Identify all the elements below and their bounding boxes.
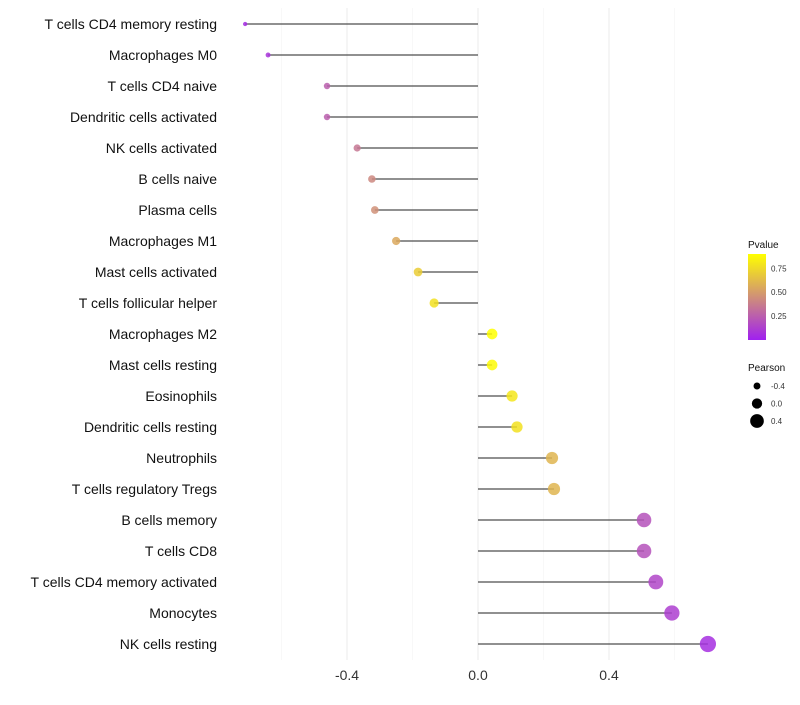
lollipop-point bbox=[636, 512, 652, 528]
y-tick-label: Eosinophils bbox=[145, 388, 217, 404]
lollipop-point bbox=[664, 605, 680, 621]
y-tick-label: NK cells activated bbox=[106, 140, 217, 156]
y-tick-label: Mast cells activated bbox=[95, 264, 217, 280]
lollipop-point bbox=[506, 390, 518, 402]
lollipop-point bbox=[636, 543, 652, 559]
y-tick-label: T cells CD8 bbox=[145, 543, 217, 559]
lollipop-point bbox=[486, 328, 498, 340]
color-legend-tick: 0.50 bbox=[771, 288, 787, 297]
y-tick-label: Dendritic cells activated bbox=[70, 109, 217, 125]
lollipop-point bbox=[429, 298, 439, 308]
y-tick-label: Macrophages M1 bbox=[109, 233, 217, 249]
y-tick-label: NK cells resting bbox=[120, 636, 217, 652]
y-tick-label: Plasma cells bbox=[138, 202, 217, 218]
size-legend-title: Pearson bbox=[748, 363, 785, 374]
color-legend-tick: 0.25 bbox=[771, 312, 787, 321]
size-legend-label: 0.4 bbox=[771, 417, 783, 426]
lollipop-point bbox=[699, 635, 717, 653]
y-tick-label: B cells memory bbox=[121, 512, 217, 528]
x-tick-label: 0.4 bbox=[599, 667, 619, 683]
size-legend-label: 0.0 bbox=[771, 400, 783, 409]
lollipop-point bbox=[413, 267, 423, 277]
y-tick-label: B cells naive bbox=[138, 171, 217, 187]
color-bar bbox=[748, 254, 766, 340]
y-tick-label: Macrophages M0 bbox=[109, 47, 217, 63]
color-legend-tick: 0.75 bbox=[771, 264, 787, 273]
size-legend-point bbox=[753, 382, 761, 390]
lollipop-point bbox=[547, 482, 561, 496]
size-legend-label: -0.4 bbox=[771, 382, 785, 391]
y-tick-label: Neutrophils bbox=[146, 450, 217, 466]
lollipop-point bbox=[323, 113, 331, 121]
lollipop-point bbox=[353, 144, 361, 152]
y-tick-label: T cells CD4 memory resting bbox=[45, 16, 217, 32]
y-tick-label: Mast cells resting bbox=[109, 357, 217, 373]
lollipop-point bbox=[545, 451, 559, 465]
y-tick-label: Macrophages M2 bbox=[109, 326, 217, 342]
y-tick-label: Monocytes bbox=[149, 605, 217, 621]
color-legend-title: Pvalue bbox=[748, 240, 779, 251]
size-legend-point bbox=[750, 414, 764, 428]
lollipop-point bbox=[392, 236, 401, 246]
y-tick-label: T cells regulatory Tregs bbox=[72, 481, 217, 497]
y-tick-label: T cells CD4 memory activated bbox=[31, 574, 217, 590]
y-tick-label: T cells follicular helper bbox=[79, 295, 218, 311]
size-legend-point bbox=[751, 398, 763, 409]
y-tick-label: T cells CD4 naive bbox=[108, 78, 218, 94]
lollipop-point bbox=[368, 175, 376, 183]
lollipop-point bbox=[323, 82, 331, 90]
x-tick-label: 0.0 bbox=[468, 667, 488, 683]
y-tick-label: Dendritic cells resting bbox=[84, 419, 217, 435]
lollipop-point bbox=[486, 359, 498, 371]
lollipop-point bbox=[265, 52, 271, 58]
lollipop-point bbox=[648, 574, 664, 590]
lollipop-point bbox=[371, 206, 379, 214]
lollipop-point bbox=[242, 21, 248, 27]
x-tick-label: -0.4 bbox=[335, 667, 359, 683]
lollipop-point bbox=[511, 421, 523, 433]
